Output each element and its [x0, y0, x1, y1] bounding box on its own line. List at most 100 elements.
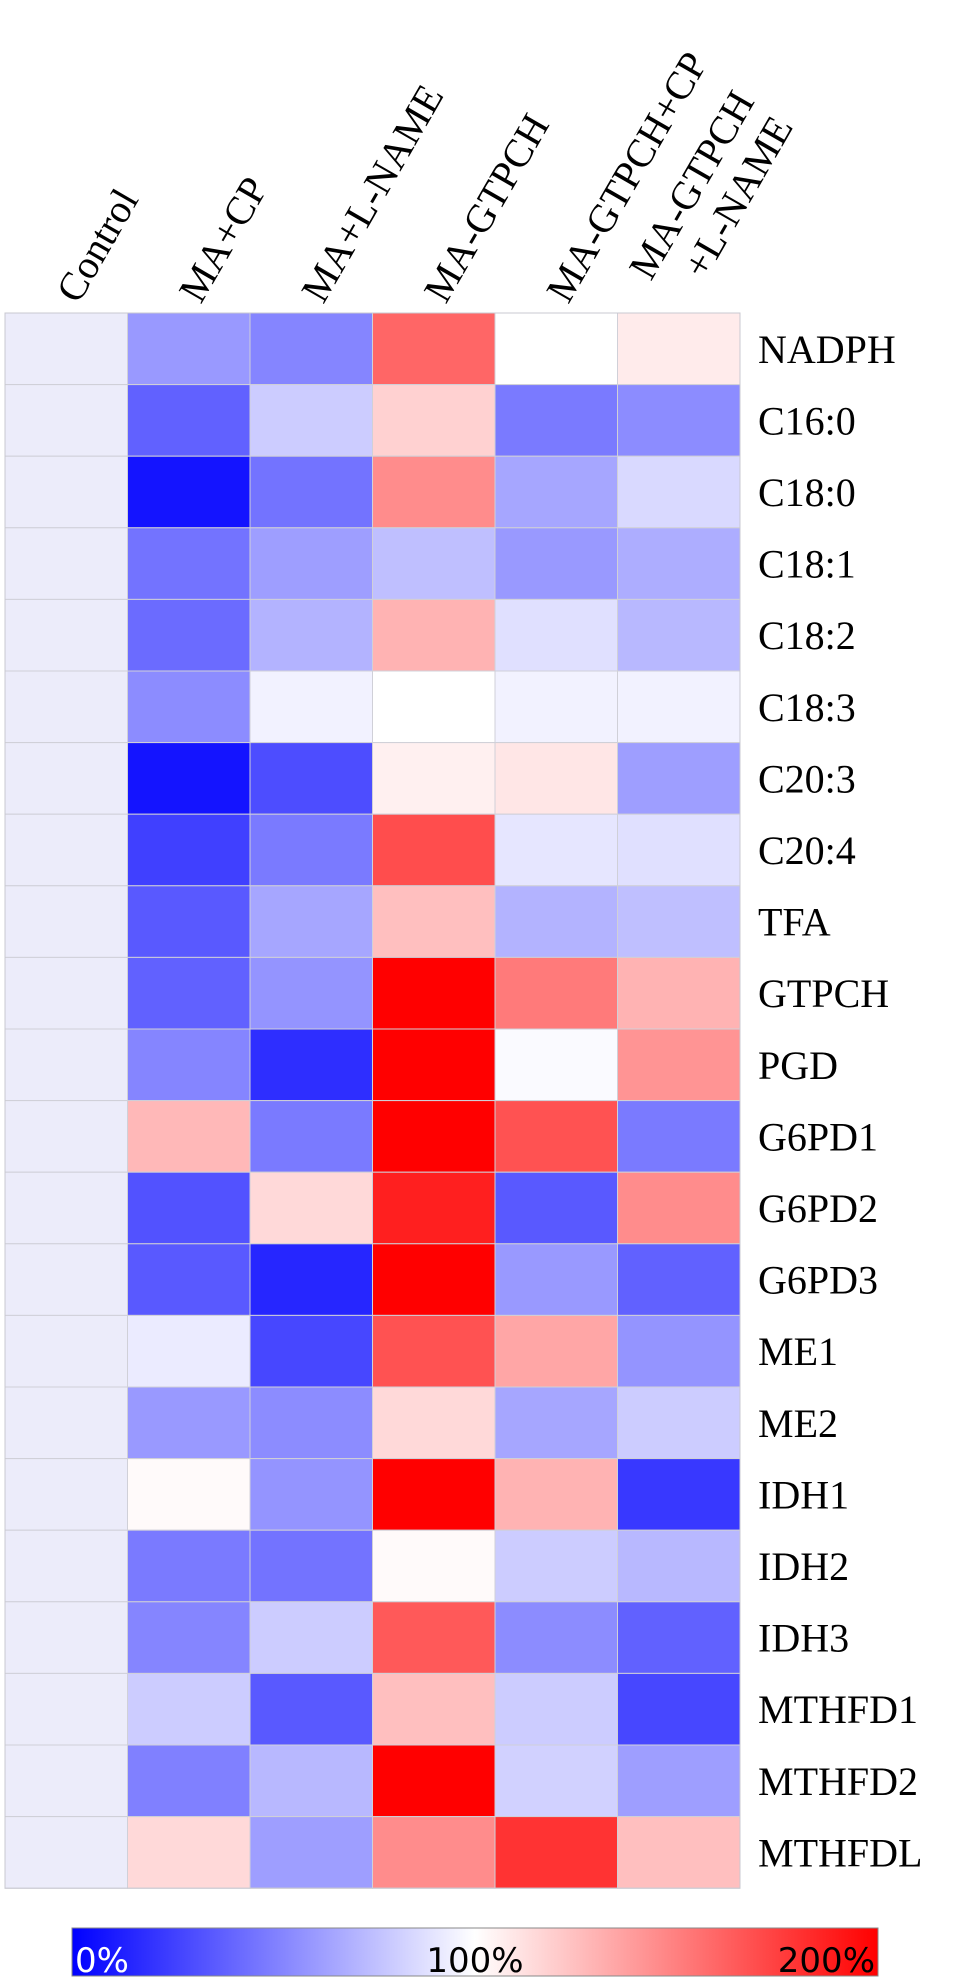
heatmap-cell: [617, 384, 741, 457]
heatmap-cell: [127, 1601, 251, 1674]
heatmap-cell: [127, 598, 251, 672]
column-label-line: MA-GTPCH: [415, 106, 558, 309]
row-label: C20:4: [758, 828, 856, 873]
heatmap-cell: [127, 1386, 251, 1460]
heatmap-cell: [249, 956, 373, 1030]
row-label: C18:2: [758, 613, 856, 658]
heatmap-cell: [4, 1386, 128, 1460]
heatmap-cell: [617, 455, 741, 529]
heatmap-cell: [249, 1171, 373, 1245]
row-label: C16:0: [758, 398, 856, 443]
row-label: C18:3: [758, 685, 856, 730]
heatmap-cell: [249, 885, 373, 958]
heatmap-cell: [372, 1529, 496, 1603]
heatmap-cell: [4, 813, 128, 887]
column-label-line: MA+CP: [170, 169, 277, 309]
color-legend: 0% 100% 200%: [71, 1927, 879, 1981]
heatmap-cell: [494, 1601, 618, 1674]
heatmap-cell: [249, 1243, 373, 1316]
heatmap-cell: [494, 455, 618, 529]
row-label: ME1: [758, 1329, 838, 1374]
heatmap-cell: [617, 1744, 741, 1818]
heatmap-cell: [494, 1386, 618, 1460]
heatmap-cell: [127, 1314, 251, 1388]
legend-label-max: 200%: [778, 1941, 875, 1981]
heatmap-cell: [494, 885, 618, 958]
heatmap-cell: [617, 1529, 741, 1603]
row-label: PGD: [758, 1043, 838, 1088]
heatmap-cell: [4, 1243, 128, 1316]
column-label: MA-GTPCH: [415, 106, 558, 309]
heatmap-cell: [249, 1672, 373, 1746]
heatmap-cell: [4, 1601, 128, 1674]
row-label: ME2: [758, 1401, 838, 1446]
heatmap-cell: [372, 1028, 496, 1102]
heatmap-cell: [249, 1529, 373, 1603]
row-label: MTHFDL: [758, 1830, 922, 1875]
heatmap-cell: [127, 670, 251, 744]
heatmap-cell: [617, 1100, 741, 1173]
heatmap-cell: [617, 813, 741, 887]
heatmap-cells: [4, 312, 741, 1889]
heatmap-cell: [494, 384, 618, 457]
heatmap-cell: [127, 455, 251, 529]
heatmap-cell: [372, 1314, 496, 1388]
row-label: MTHFD2: [758, 1759, 918, 1804]
heatmap-cell: [494, 1458, 618, 1531]
column-labels: Control MA+CP MA+L-NAMEMA-GTPCHMA-GTPCH+CP…: [47, 44, 802, 309]
heatmap-cell: [494, 1171, 618, 1245]
heatmap-cell: [249, 527, 373, 600]
heatmap-cell: [617, 1028, 741, 1102]
heatmap-cell: [127, 1529, 251, 1603]
heatmap-cell: [127, 1672, 251, 1746]
heatmap-cell: [4, 1672, 128, 1746]
heatmap-cell: [127, 384, 251, 457]
heatmap-cell: [249, 1028, 373, 1102]
heatmap-cell: [127, 1744, 251, 1818]
heatmap-cell: [494, 1816, 618, 1889]
heatmap-cell: [372, 1386, 496, 1460]
heatmap-cell: [494, 1028, 618, 1102]
heatmap-cell: [249, 455, 373, 529]
row-label: C20:3: [758, 756, 856, 801]
heatmap-cell: [617, 1672, 741, 1746]
heatmap-cell: [494, 1243, 618, 1316]
heatmap-cell: [372, 312, 496, 386]
row-label: G6PD3: [758, 1258, 878, 1303]
heatmap-cell: [372, 742, 496, 815]
heatmap-cell: [372, 1171, 496, 1245]
heatmap-cell: [617, 1243, 741, 1316]
heatmap-cell: [249, 1816, 373, 1889]
heatmap-cell: [127, 1458, 251, 1531]
heatmap-cell: [249, 813, 373, 887]
heatmap-cell: [494, 1314, 618, 1388]
heatmap-cell: [127, 813, 251, 887]
heatmap-cell: [494, 813, 618, 887]
heatmap-cell: [249, 1100, 373, 1173]
heatmap-cell: [494, 527, 618, 600]
heatmap-cell: [494, 670, 618, 744]
heatmap-cell: [617, 527, 741, 600]
heatmap-cell: [127, 742, 251, 815]
row-label: IDH3: [758, 1616, 849, 1661]
heatmap-cell: [4, 527, 128, 600]
heatmap-cell: [127, 956, 251, 1030]
heatmap-cell: [127, 885, 251, 958]
row-label: NADPH: [758, 327, 896, 372]
legend-gradient-bar: [71, 1927, 879, 1977]
heatmap-cell: [372, 1672, 496, 1746]
heatmap-cell: [4, 670, 128, 744]
row-label: G6PD1: [758, 1114, 878, 1159]
heatmap-cell: [617, 742, 741, 815]
heatmap-cell: [249, 1386, 373, 1460]
heatmap-cell: [494, 1100, 618, 1173]
legend-label-min: 0%: [75, 1941, 129, 1981]
column-label: Control: [47, 181, 147, 309]
heatmap-cell: [249, 1314, 373, 1388]
heatmap-cell: [617, 1816, 741, 1889]
heatmap-cell: [372, 1458, 496, 1531]
column-label-line: Control: [47, 181, 147, 309]
heatmap-cell: [494, 956, 618, 1030]
heatmap-cell: [372, 1243, 496, 1316]
